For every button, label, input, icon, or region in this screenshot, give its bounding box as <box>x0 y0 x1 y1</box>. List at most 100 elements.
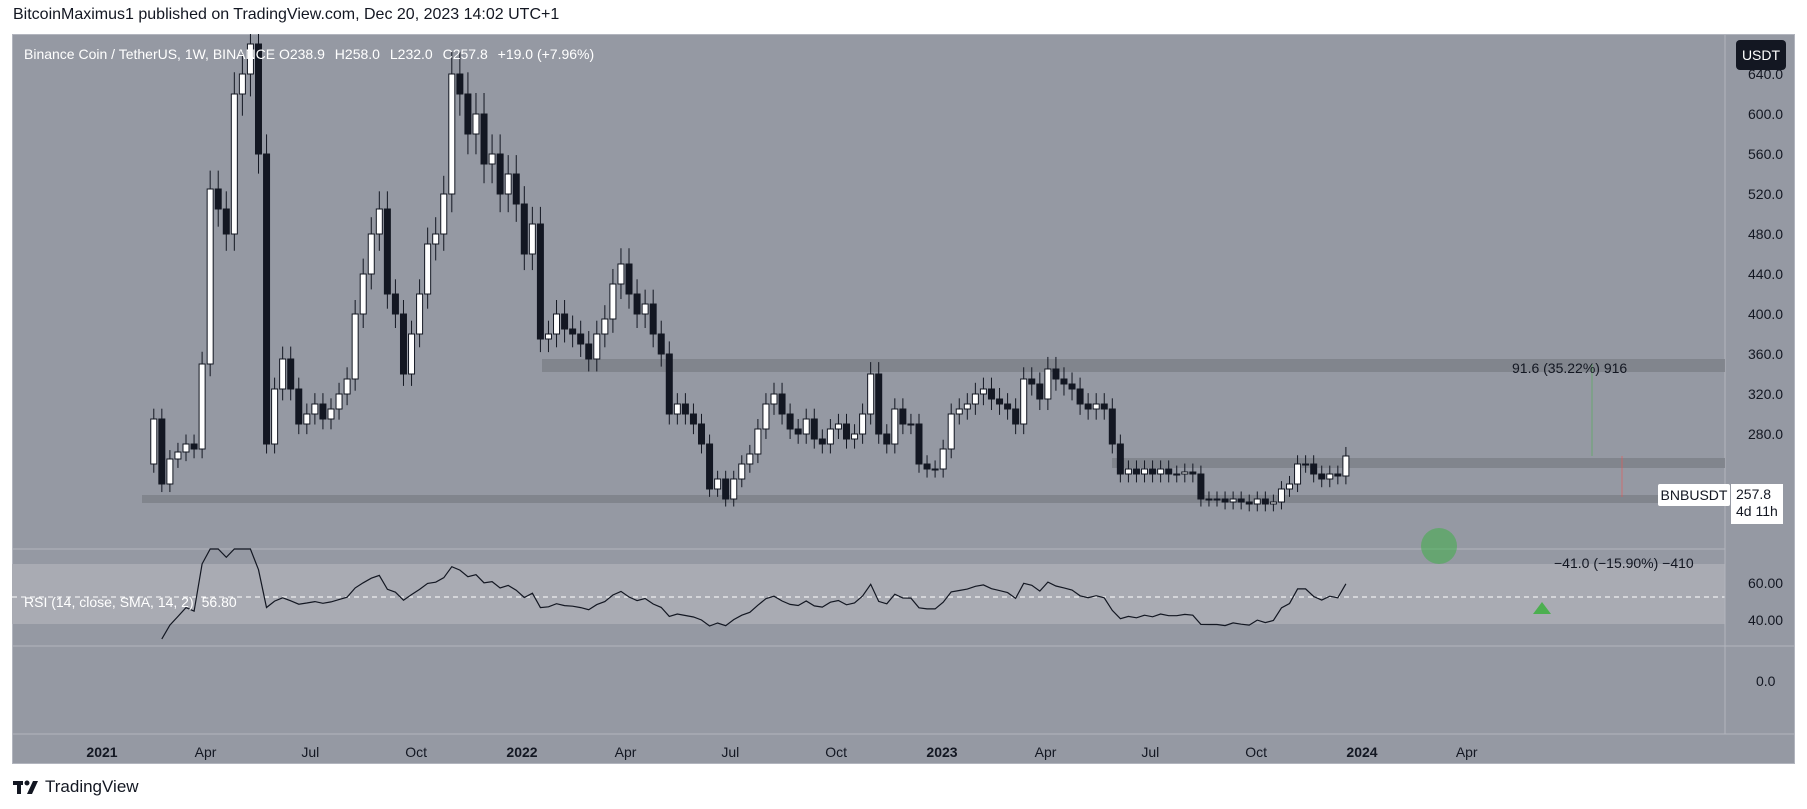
close-value: 257.8 <box>452 46 488 62</box>
candle-body <box>198 363 206 450</box>
candle-body <box>238 73 246 95</box>
candle-body <box>1237 498 1245 503</box>
currency-button[interactable]: USDT <box>1736 40 1786 70</box>
candle-body <box>826 428 834 445</box>
candle-body <box>625 263 633 295</box>
candle-body <box>1245 501 1253 505</box>
candle-body <box>158 418 166 485</box>
tradingview-brand: TradingView <box>45 777 139 796</box>
candle-body <box>383 208 391 295</box>
support-resistance-zone <box>142 495 1725 503</box>
candle-body <box>996 398 1004 405</box>
high-label: H <box>334 46 345 62</box>
price-tick-label: 400.0 <box>1748 306 1783 322</box>
candle-body <box>222 208 230 235</box>
candle-body <box>254 43 262 155</box>
candle-body <box>1108 408 1116 445</box>
symbol-price-tag: BNBUSDT <box>1658 484 1730 506</box>
candle-body <box>778 393 786 415</box>
candle-body <box>182 443 190 453</box>
last-price-tag: 257.8 4d 11h <box>1731 484 1783 524</box>
candle-body <box>440 193 448 235</box>
candle-body <box>673 403 681 415</box>
candle-body <box>907 423 915 426</box>
price-tick-label: 560.0 <box>1748 146 1783 162</box>
low-value: 232.0 <box>397 46 433 62</box>
candle-body <box>1012 408 1020 425</box>
candle-body <box>971 393 979 405</box>
time-tick-label: Apr <box>195 744 217 760</box>
bar-countdown: 4d 11h <box>1736 503 1778 519</box>
candle-body <box>963 403 971 410</box>
chart-frame[interactable] <box>12 34 1795 764</box>
candle-body <box>311 403 319 415</box>
candle-body <box>706 443 714 490</box>
candle-body <box>456 73 464 95</box>
candle-body <box>947 413 955 450</box>
symbol-title: Binance Coin / TetherUS, 1W, BINANCE <box>24 46 276 62</box>
candle-body <box>536 223 544 340</box>
candle-body <box>1197 473 1205 500</box>
candle-body <box>681 403 689 415</box>
candle-body <box>1044 368 1052 400</box>
candle-body <box>206 188 214 365</box>
candle-body <box>883 433 891 445</box>
candle-body <box>899 408 907 425</box>
candle-body <box>480 113 488 165</box>
candle-body <box>408 333 416 375</box>
candle-body <box>1157 468 1165 475</box>
candle-body <box>399 313 407 375</box>
candle-body <box>617 263 625 285</box>
time-tick-label: 2024 <box>1346 744 1377 760</box>
candle-body <box>1342 455 1350 477</box>
last-price: 257.8 <box>1736 486 1772 502</box>
candle-body <box>1149 468 1157 475</box>
time-tick-label: Apr <box>1456 744 1478 760</box>
candle-body <box>915 423 923 465</box>
time-tick-label: Oct <box>1245 744 1267 760</box>
candle-body <box>698 423 706 445</box>
candle-body <box>1277 488 1285 503</box>
close-label: C <box>442 46 453 62</box>
candle-body <box>746 453 754 465</box>
candle-body <box>834 423 842 430</box>
candle-body <box>593 333 601 360</box>
chart-canvas[interactable]: 640.0 600.0 560.0 520.0 480.0 440.0 400.0 360.0… <box>12 34 1795 764</box>
candle-body <box>585 343 593 360</box>
rsi-value: 56.80 <box>201 594 237 610</box>
candle-body <box>295 388 303 425</box>
candle-body <box>1302 463 1310 466</box>
time-tick-label: 2023 <box>926 744 957 760</box>
candle-body <box>979 388 987 395</box>
candle-body <box>1286 483 1294 490</box>
candle-body <box>343 378 351 395</box>
candle-body <box>263 153 271 445</box>
support-resistance-zone <box>1112 458 1725 468</box>
candle-body <box>1213 498 1221 501</box>
price-tick-label: 480.0 <box>1748 226 1783 242</box>
candle-body <box>1310 463 1318 475</box>
candle-body <box>1084 403 1092 410</box>
time-tick-label: Jul <box>301 744 319 760</box>
candle-body <box>351 313 359 380</box>
candle-body <box>1181 471 1189 475</box>
candle-body <box>786 413 794 430</box>
candle-body <box>1052 368 1060 380</box>
time-tick-label: Jul <box>1141 744 1159 760</box>
low-label: L <box>389 46 398 62</box>
candle-body <box>1100 403 1108 410</box>
candle-body <box>689 413 697 425</box>
price-tick-label: 360.0 <box>1748 346 1783 362</box>
candle-body <box>1076 388 1084 405</box>
candle-body <box>504 173 512 195</box>
candle-body <box>875 373 883 435</box>
candle-body <box>528 223 536 255</box>
support-resistance-zone <box>542 359 1725 372</box>
candle-body <box>319 403 327 420</box>
candle-body <box>1261 498 1269 505</box>
price-tick-label: 280.0 <box>1748 426 1783 442</box>
rsi-band <box>12 564 1725 624</box>
candle-body <box>1132 468 1140 475</box>
candle-body <box>859 413 867 435</box>
tradingview-logo[interactable]: TradingView <box>13 777 139 797</box>
